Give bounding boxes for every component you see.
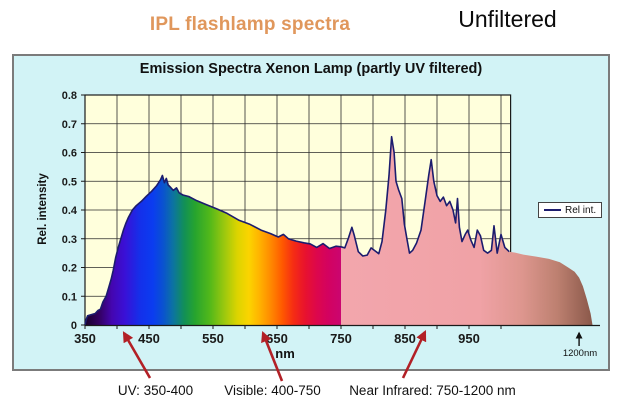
chart-frame <box>12 54 610 371</box>
annotation-uv: UV: 350-400 <box>117 383 194 398</box>
x-axis-unit: nm <box>275 346 295 361</box>
annotation-near-infrared: Near Infrared: 750-1200 nm <box>349 383 516 398</box>
chart-title: Emission Spectra Xenon Lamp (partly UV f… <box>139 61 483 77</box>
y-axis-title: Rel. intensity <box>37 173 49 245</box>
annotation-visible: Visible: 400-750 <box>224 383 321 398</box>
legend-label: Rel int. <box>565 204 597 216</box>
unfiltered-label: Unfiltered <box>458 6 557 32</box>
legend: Rel int. <box>538 202 602 218</box>
endpoint-1200nm-label: 1200nm <box>562 348 598 359</box>
legend-line-swatch <box>544 209 561 211</box>
page-title: IPL flashlamp spectra <box>149 14 351 35</box>
